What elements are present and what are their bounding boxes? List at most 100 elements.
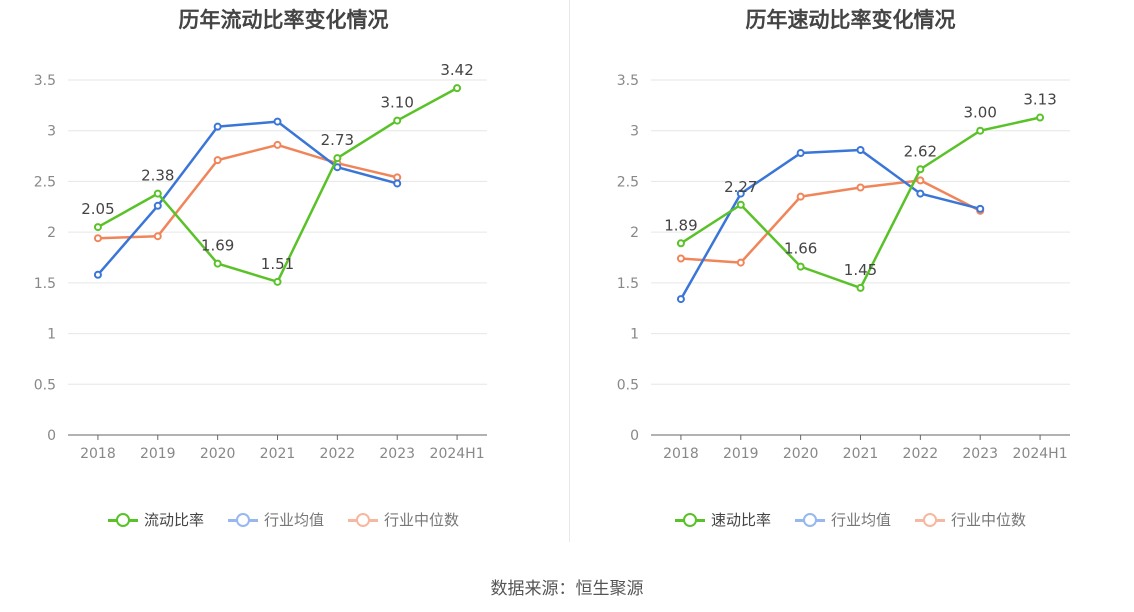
series-line — [680, 179, 981, 264]
y-tick-label: 3.5 — [617, 73, 639, 89]
data-point — [916, 165, 925, 174]
chart-title: 历年流动比率变化情况 — [178, 8, 389, 32]
x-tick-label: 2018 — [663, 446, 699, 462]
data-point — [273, 140, 282, 149]
x-tick-label: 2023 — [962, 446, 998, 462]
y-tick-label: 0 — [630, 428, 639, 444]
x-tick-label: 2020 — [783, 446, 819, 462]
y-tick-label: 2.5 — [617, 174, 639, 190]
data-label: 2.62 — [904, 142, 937, 160]
data-point — [93, 223, 102, 232]
legend-marker — [107, 512, 138, 527]
data-label: 1.66 — [784, 240, 817, 258]
data-point — [916, 176, 925, 185]
data-point — [213, 156, 222, 165]
panel-divider — [569, 0, 570, 542]
data-point — [736, 189, 745, 198]
y-tick-label: 0.5 — [617, 377, 639, 393]
legend-marker — [227, 512, 258, 527]
chart-plot: 0 0.5 1 1.5 2 2.5 3 3.5 2018 2019 2020 2021 2022 2023… — [617, 73, 1070, 462]
legend-item-industry-median[interactable]: 行业中位数 — [915, 509, 1026, 530]
data-point — [153, 232, 162, 241]
y-tick-label: 1.5 — [617, 276, 639, 292]
y-tick-label: 1 — [630, 327, 639, 343]
data-label: 1.89 — [664, 216, 697, 234]
data-point — [976, 204, 985, 213]
data-point — [856, 145, 865, 154]
data-point — [916, 189, 925, 198]
x-tick-label: 2022 — [903, 446, 939, 462]
legend-label: 行业中位数 — [951, 511, 1027, 529]
data-point — [676, 295, 685, 304]
data-point — [676, 239, 685, 248]
chart-legend: 速动比率 行业均值 行业中位数 — [567, 509, 1134, 530]
y-tick-label: 0.5 — [34, 377, 56, 393]
current-ratio-chart: 历年流动比率变化情况 0 0.5 1 1.5 2 2.5 3 3.5 2018 2019 2020 2… — [0, 0, 567, 560]
data-point — [736, 258, 745, 267]
y-tick-label: 2 — [630, 225, 639, 241]
chart-plot: 0 0.5 1 1.5 2 2.5 3 3.5 2018 2019 2020 2021 2022 2023… — [34, 61, 487, 462]
series-line — [97, 143, 398, 240]
data-label: 1.51 — [261, 255, 294, 273]
x-tick-label: 2024H1 — [430, 446, 485, 462]
x-tick-label: 2018 — [80, 446, 116, 462]
data-point — [273, 277, 282, 286]
data-point — [856, 183, 865, 192]
y-tick-label: 3 — [630, 124, 639, 140]
series-line — [96, 120, 398, 276]
data-label: 3.42 — [440, 61, 473, 79]
legend-label: 流动比率 — [143, 511, 204, 529]
data-point — [393, 179, 402, 188]
x-tick-label: 2021 — [260, 446, 296, 462]
data-label: 2.05 — [81, 200, 114, 218]
x-tick-label: 2022 — [320, 446, 356, 462]
legend-marker — [794, 512, 825, 527]
y-tick-label: 3 — [47, 124, 56, 140]
data-label: 2.73 — [321, 131, 354, 149]
y-tick-label: 0 — [47, 428, 56, 444]
data-point — [796, 192, 805, 201]
legend-marker — [674, 512, 705, 527]
legend-item-industry-avg[interactable]: 行业均值 — [794, 509, 891, 530]
legend-label: 行业中位数 — [384, 511, 460, 529]
data-point — [93, 234, 102, 243]
legend-marker — [915, 512, 945, 527]
data-label: 2.38 — [141, 167, 174, 185]
data-point — [453, 84, 462, 93]
data-label: 3.10 — [381, 94, 414, 112]
data-point — [1036, 113, 1045, 122]
data-point — [153, 201, 162, 210]
legend-item-industry-median[interactable]: 行业中位数 — [348, 509, 459, 530]
legend-label: 速动比率 — [710, 511, 771, 529]
quick-ratio-chart: 历年速动比率变化情况 0 0.5 1 1.5 2 2.5 3 3.5 2018 2019 2020 2… — [567, 0, 1134, 560]
x-tick-label: 2019 — [140, 446, 176, 462]
legend-label: 行业均值 — [830, 511, 891, 529]
y-tick-label: 3.5 — [34, 73, 56, 89]
y-tick-label: 2 — [47, 225, 56, 241]
x-tick-label: 2020 — [200, 446, 236, 462]
data-label: 3.00 — [964, 104, 997, 122]
legend-item-industry-avg[interactable]: 行业均值 — [227, 509, 324, 530]
data-source-footer: 数据来源：恒生聚源 — [490, 579, 644, 599]
x-tick-label: 2024H1 — [1013, 446, 1068, 462]
data-point — [333, 154, 342, 163]
data-point — [213, 259, 222, 268]
legend-item-primary[interactable]: 流动比率 — [107, 509, 204, 530]
data-point — [153, 189, 162, 198]
y-tick-label: 2.5 — [34, 174, 56, 190]
data-point — [93, 270, 102, 279]
chart-legend: 流动比率 行业均值 行业中位数 — [0, 509, 567, 530]
legend-marker — [348, 512, 378, 527]
data-point — [856, 283, 865, 292]
chart-title: 历年速动比率变化情况 — [745, 8, 956, 32]
data-point — [676, 254, 685, 263]
legend-item-primary[interactable]: 速动比率 — [674, 509, 771, 530]
y-tick-label: 1.5 — [34, 276, 56, 292]
data-label: 3.13 — [1023, 91, 1056, 109]
data-label: 1.69 — [201, 237, 234, 255]
data-label: 1.45 — [844, 261, 877, 279]
legend-label: 行业均值 — [263, 511, 324, 529]
data-point — [796, 262, 805, 271]
data-point — [393, 116, 402, 125]
data-point — [736, 200, 745, 209]
